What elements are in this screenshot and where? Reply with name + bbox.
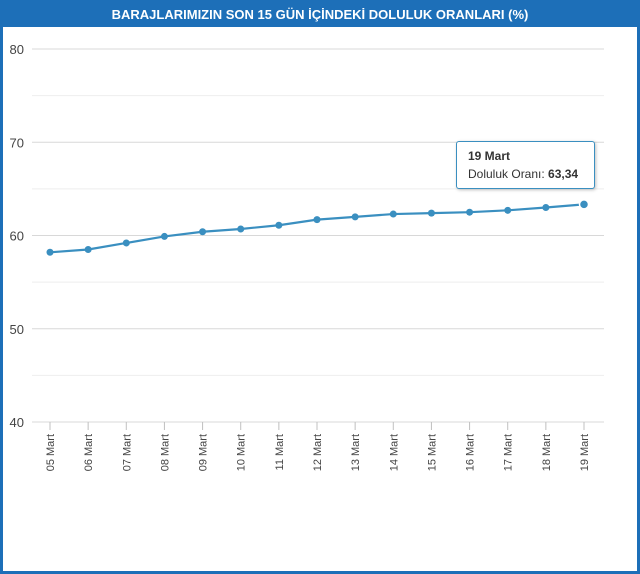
tooltip: 19 Mart Doluluk Oranı: 63,34 bbox=[456, 141, 595, 189]
data-point bbox=[275, 221, 283, 229]
tooltip-value: 63,34 bbox=[548, 167, 579, 181]
x-tick-label: 17 Mart bbox=[503, 434, 515, 471]
data-point bbox=[313, 216, 321, 224]
data-point bbox=[84, 245, 92, 253]
data-point bbox=[199, 228, 207, 236]
series-line bbox=[49, 203, 585, 254]
x-tick-label: 19 Mart bbox=[579, 434, 591, 471]
data-point bbox=[578, 199, 590, 210]
data-point bbox=[351, 213, 359, 221]
x-tick-label: 13 Mart bbox=[350, 434, 362, 471]
x-tick-label: 06 Mart bbox=[83, 434, 95, 471]
x-tick-label: 14 Mart bbox=[388, 434, 400, 471]
chart-title: BARAJLARIMIZIN SON 15 GÜN İÇİNDEKİ DOLUL… bbox=[3, 3, 637, 27]
x-tick-label: 07 Mart bbox=[121, 434, 133, 471]
x-tick-label: 05 Mart bbox=[45, 434, 57, 471]
data-point bbox=[122, 239, 130, 247]
y-tick-label: 70 bbox=[10, 135, 24, 150]
tooltip-line: Doluluk Oranı: 63,34 bbox=[468, 167, 578, 181]
x-tick-label: 11 Mart bbox=[274, 434, 286, 470]
x-tick-label: 15 Mart bbox=[426, 434, 438, 471]
data-point bbox=[504, 206, 512, 214]
tooltip-label: Doluluk Oranı: bbox=[468, 167, 545, 181]
data-point bbox=[389, 210, 397, 218]
x-tick-label: 10 Mart bbox=[236, 434, 248, 471]
tooltip-date: 19 Mart bbox=[468, 149, 511, 163]
y-tick-label: 50 bbox=[10, 322, 24, 337]
data-point bbox=[46, 248, 54, 256]
x-tick-label: 12 Mart bbox=[312, 434, 324, 471]
y-tick-label: 60 bbox=[10, 229, 24, 244]
x-tick-label: 09 Mart bbox=[198, 434, 210, 471]
x-tick-label: 18 Mart bbox=[541, 434, 553, 471]
data-point bbox=[466, 208, 474, 216]
x-tick-label: 16 Mart bbox=[465, 434, 477, 471]
x-tick-label: 08 Mart bbox=[159, 434, 171, 471]
data-point bbox=[427, 209, 435, 217]
y-tick-label: 40 bbox=[10, 415, 24, 430]
data-point bbox=[542, 204, 550, 212]
y-tick-label: 80 bbox=[10, 42, 24, 57]
data-point bbox=[160, 232, 168, 240]
data-point bbox=[237, 225, 245, 233]
